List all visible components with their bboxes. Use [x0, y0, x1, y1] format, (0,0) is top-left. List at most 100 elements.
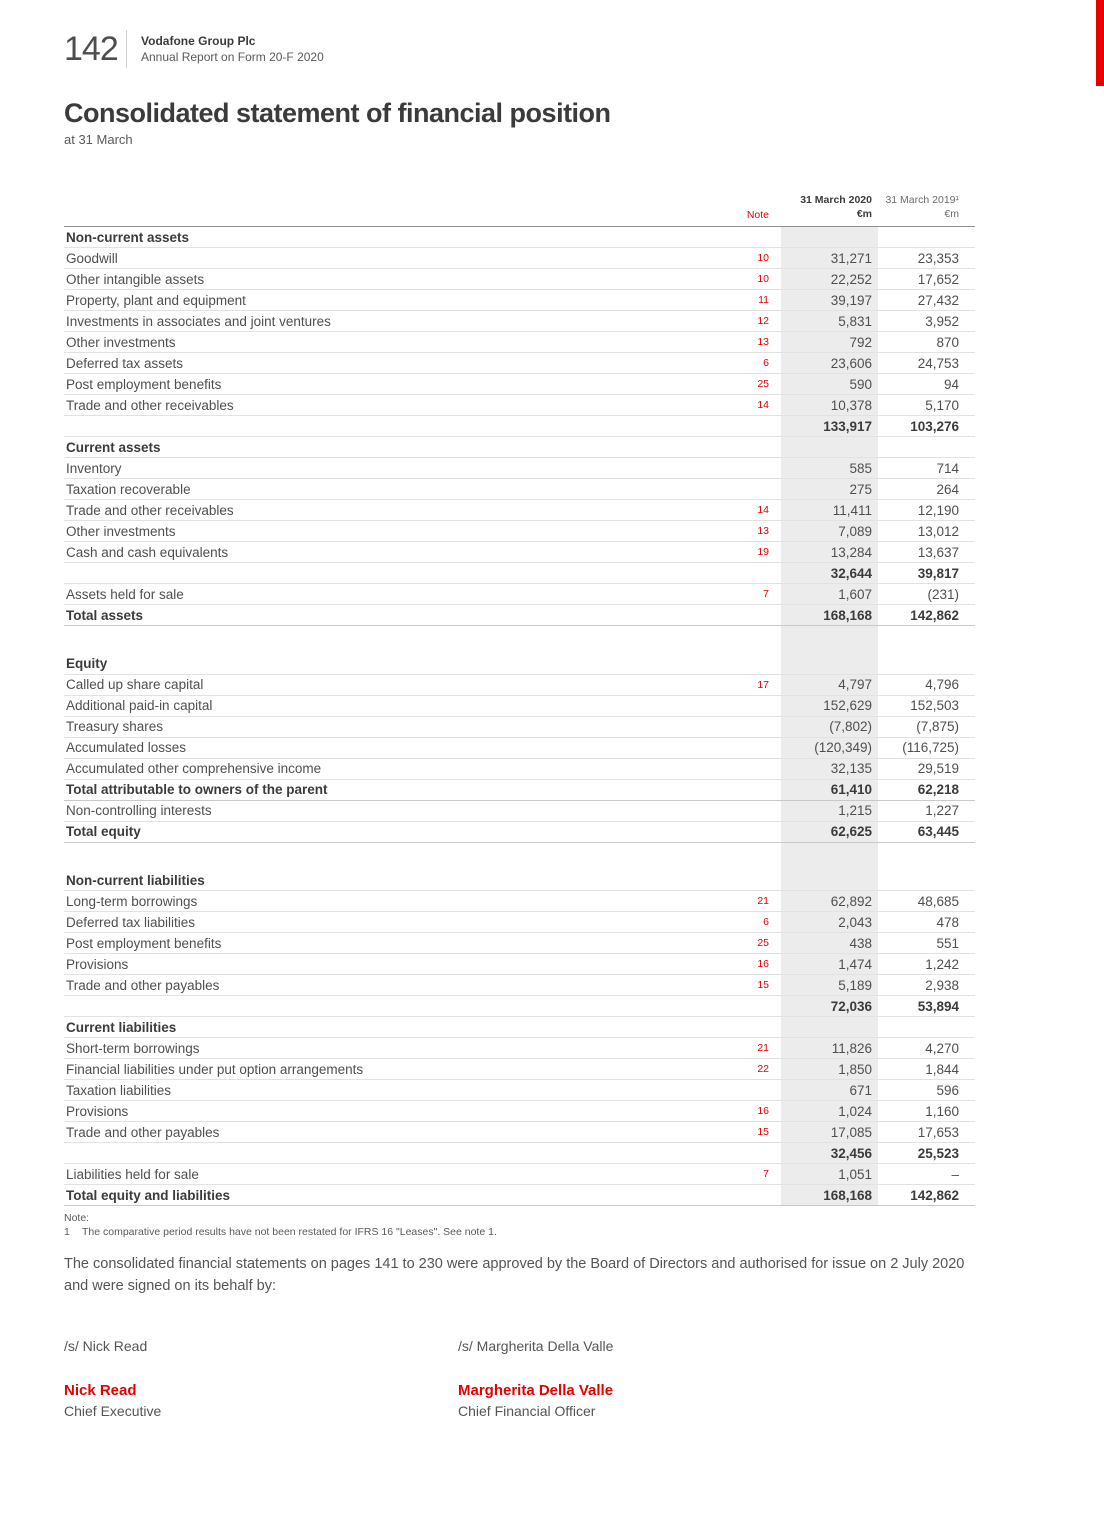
value-2019: 596: [878, 1079, 975, 1102]
row-label: [64, 1142, 711, 1165]
section-header-row: Non-current assets: [64, 226, 975, 249]
value-2020: 10,378: [781, 394, 878, 417]
signature-line: /s/ Nick Read: [64, 1337, 148, 1354]
row-label: Total assets: [64, 604, 711, 627]
row-label: Assets held for sale: [64, 583, 711, 606]
row-note: [711, 716, 781, 738]
label-column-header: [64, 193, 711, 228]
row-note: [711, 604, 781, 627]
table-body: Non-current assets Goodwill 10 31,271 23,353…: [64, 226, 975, 1207]
row-note: [711, 626, 781, 654]
value-2020: (7,802): [781, 716, 878, 738]
row-note: 13: [711, 331, 781, 354]
row-note: [711, 779, 781, 801]
row-note: 6: [711, 352, 781, 375]
row-label: Total equity: [64, 821, 711, 843]
row-note: 11: [711, 289, 781, 312]
value-2020: 792: [781, 331, 878, 354]
row-label: Deferred tax assets: [64, 352, 711, 375]
table-row: Trade and other payables 15 17,085 17,653: [64, 1121, 975, 1144]
table-row: Financial liabilities under put option a…: [64, 1058, 975, 1081]
row-note: 16: [711, 1100, 781, 1123]
value-2019: [878, 842, 975, 870]
value-2019: 4,270: [878, 1037, 975, 1060]
value-2020: [781, 842, 878, 871]
table-row: 32,644 39,817: [64, 562, 975, 585]
value-2020: 1,051: [781, 1163, 878, 1186]
row-note: 13: [711, 520, 781, 543]
table-row: Trade and other payables 15 5,189 2,938: [64, 974, 975, 997]
value-2019: 5,170: [878, 394, 975, 417]
row-label: Inventory: [64, 457, 711, 480]
row-label: Trade and other payables: [64, 974, 711, 997]
value-2019: 63,445: [878, 821, 975, 843]
value-2019: 13,637: [878, 541, 975, 564]
row-note: [711, 695, 781, 717]
section-header-row: Current liabilities: [64, 1016, 975, 1039]
value-2020: 32,135: [781, 758, 878, 780]
value-2019: (231): [878, 583, 975, 606]
value-2020: 61,410: [781, 779, 878, 801]
row-note: 15: [711, 1121, 781, 1144]
row-note: 19: [711, 541, 781, 564]
table-row: Other investments 13 792 870: [64, 331, 975, 354]
table-row: Inventory 585 714: [64, 457, 975, 480]
row-label: [64, 415, 711, 438]
value-2020: 1,215: [781, 800, 878, 822]
header-divider: [126, 30, 127, 68]
row-note: [711, 995, 781, 1018]
footnote-number: 1: [64, 1226, 70, 1239]
value-2019: [878, 1016, 975, 1039]
table-row: Provisions 16 1,024 1,160: [64, 1100, 975, 1123]
table-row: Goodwill 10 31,271 23,353: [64, 247, 975, 270]
value-2019: [878, 226, 975, 249]
footnote-text: The comparative period results have not …: [82, 1226, 497, 1239]
value-2019: [878, 870, 975, 892]
row-note: 12: [711, 310, 781, 333]
value-2019: 551: [878, 932, 975, 955]
table-row: Non-controlling interests 1,215 1,227: [64, 800, 975, 822]
value-2020: [781, 870, 878, 892]
value-2019: 142,862: [878, 604, 975, 627]
row-note: 25: [711, 373, 781, 396]
signatory-title: Chief Executive: [64, 1402, 162, 1419]
value-2020: 5,831: [781, 310, 878, 333]
value-2019: [878, 626, 975, 654]
row-label: Non-controlling interests: [64, 800, 711, 822]
value-2020: 2,043: [781, 911, 878, 934]
value-2020: 5,189: [781, 974, 878, 997]
row-note: [711, 800, 781, 822]
table-row: Long-term borrowings 21 62,892 48,685: [64, 890, 975, 913]
row-label: Financial liabilities under put option a…: [64, 1058, 711, 1081]
value-2020: 17,085: [781, 1121, 878, 1144]
value-2020: [781, 625, 878, 654]
table-row: Taxation liabilities 671 596: [64, 1079, 975, 1102]
row-label: [64, 842, 711, 870]
value-2019: 4,796: [878, 674, 975, 696]
row-note: [711, 842, 781, 870]
table-row: Other intangible assets 10 22,252 17,652: [64, 268, 975, 291]
row-label: Equity: [64, 653, 711, 675]
table-row: Post employment benefits 25 438 551: [64, 932, 975, 955]
value-2019: 142,862: [878, 1184, 975, 1207]
row-note: [711, 653, 781, 675]
value-2019: 12,190: [878, 499, 975, 522]
value-2020: 39,197: [781, 289, 878, 312]
value-2019: 25,523: [878, 1142, 975, 1165]
value-2019: 264: [878, 478, 975, 501]
value-2020: 13,284: [781, 541, 878, 564]
section-header-row: Equity: [64, 653, 975, 675]
value-2020: 1,607: [781, 583, 878, 606]
value-2020: 133,917: [781, 415, 878, 438]
page-title: Consolidated statement of financial posi…: [64, 98, 611, 128]
row-note: 25: [711, 932, 781, 955]
table-row: Property, plant and equipment 11 39,197 27,…: [64, 289, 975, 312]
table-row: Assets held for sale 7 1,607 (231): [64, 583, 975, 606]
table-row: Cash and cash equivalents 19 13,284 13,637: [64, 541, 975, 564]
section-header-row: Current assets: [64, 436, 975, 459]
column-header-2019-unit: €m: [944, 208, 959, 221]
table-row: 32,456 25,523: [64, 1142, 975, 1165]
value-2020: (120,349): [781, 737, 878, 759]
table-row: Liabilities held for sale 7 1,051–: [64, 1163, 975, 1186]
value-2020: [781, 226, 878, 249]
